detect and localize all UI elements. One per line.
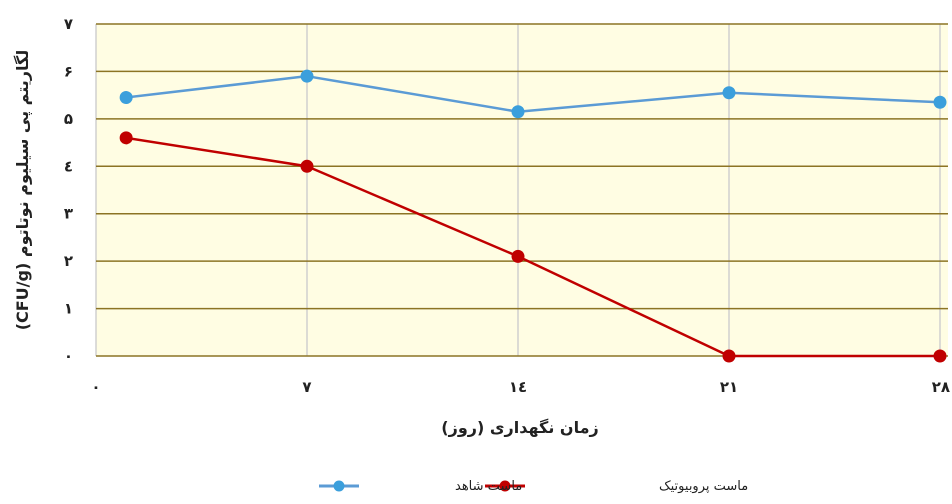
x-tick-label-0: ۰ xyxy=(91,378,100,396)
y-tick-label-2: ۲ xyxy=(64,252,73,270)
legend-label-0: ماست شاهد xyxy=(455,479,522,494)
data-point-1-3 xyxy=(722,349,736,363)
x-tick-label-4: ۲۸ xyxy=(932,378,950,396)
horizontal-gridlines xyxy=(96,23,948,357)
y-tick-label-6: ۶ xyxy=(64,62,73,80)
data-point-1-2 xyxy=(511,249,525,263)
data-point-0-2 xyxy=(511,105,525,119)
y-axis-title: لگاریتم پی سیلیوم نوتاتوم (CFU/g) xyxy=(13,50,33,331)
x-tick-label-3: ۲۱ xyxy=(720,378,738,396)
x-tick-label-1: ۷ xyxy=(302,378,311,396)
data-point-0-1 xyxy=(300,69,314,83)
x-tick-label-2: ۱٤ xyxy=(509,378,527,396)
data-point-1-4 xyxy=(933,349,947,363)
data-point-1-1 xyxy=(300,159,314,173)
x-axis-title: زمان نگهداری (روز) xyxy=(441,418,598,437)
y-tick-label-5: ۵ xyxy=(64,110,73,128)
y-tick-label-0: ۰ xyxy=(64,347,73,365)
y-tick-label-4: ٤ xyxy=(64,157,73,175)
legend-marker-1 xyxy=(499,480,511,492)
data-point-1-0 xyxy=(119,131,133,145)
series-lines xyxy=(119,69,947,363)
y-tick-label-7: ۷ xyxy=(64,15,73,33)
data-point-0-4 xyxy=(933,95,947,109)
legend-marker-0 xyxy=(333,480,345,492)
y-tick-labels: ۰ ۱ ۲ ۳ ٤ ۵ ۶ ۷ xyxy=(64,15,73,365)
y-tick-label-3: ۳ xyxy=(64,205,73,223)
legend: ماست پروبیوتیک ماست شاهد xyxy=(319,479,748,494)
y-tick-label-1: ۱ xyxy=(64,300,73,318)
x-tick-labels: ۰ ۷ ۱٤ ۲۱ ۲۸ xyxy=(91,378,950,396)
plot-background xyxy=(96,24,948,356)
data-point-0-3 xyxy=(722,86,736,100)
data-point-0-0 xyxy=(119,91,133,105)
legend-label-1: ماست پروبیوتیک xyxy=(659,479,748,494)
